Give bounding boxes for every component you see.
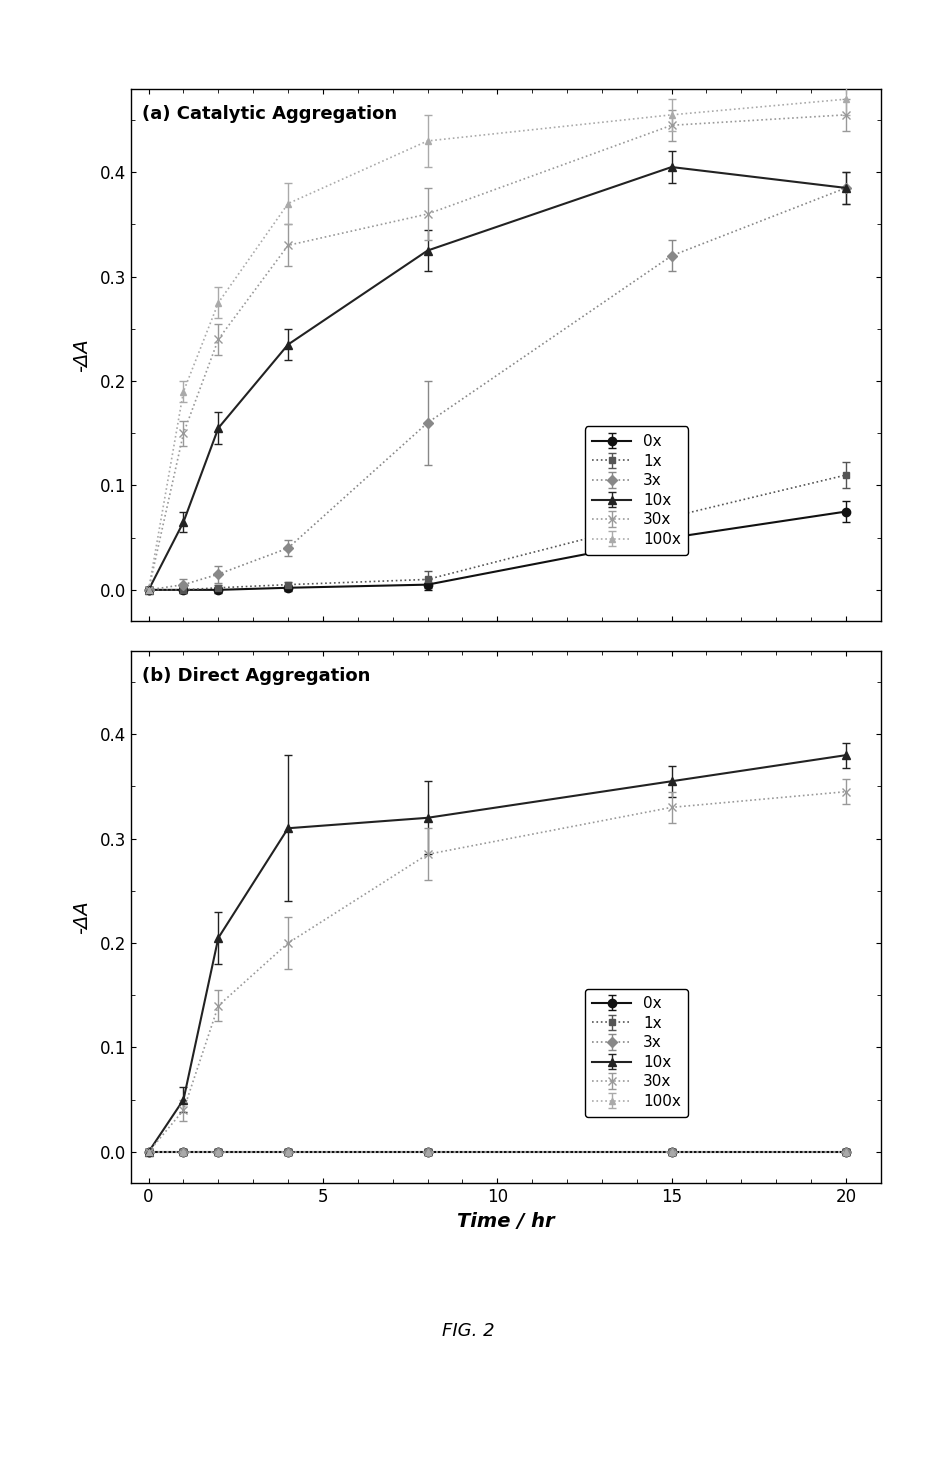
Legend: 0x, 1x, 3x, 10x, 30x, 100x: 0x, 1x, 3x, 10x, 30x, 100x <box>584 988 688 1117</box>
Legend: 0x, 1x, 3x, 10x, 30x, 100x: 0x, 1x, 3x, 10x, 30x, 100x <box>584 426 688 555</box>
Y-axis label: -ΔA: -ΔA <box>72 901 92 933</box>
Text: (a) Catalytic Aggregation: (a) Catalytic Aggregation <box>142 105 397 123</box>
Text: (b) Direct Aggregation: (b) Direct Aggregation <box>142 667 371 685</box>
Text: FIG. 2: FIG. 2 <box>442 1322 494 1340</box>
X-axis label: Time / hr: Time / hr <box>457 1211 554 1231</box>
Y-axis label: -ΔA: -ΔA <box>72 339 92 371</box>
